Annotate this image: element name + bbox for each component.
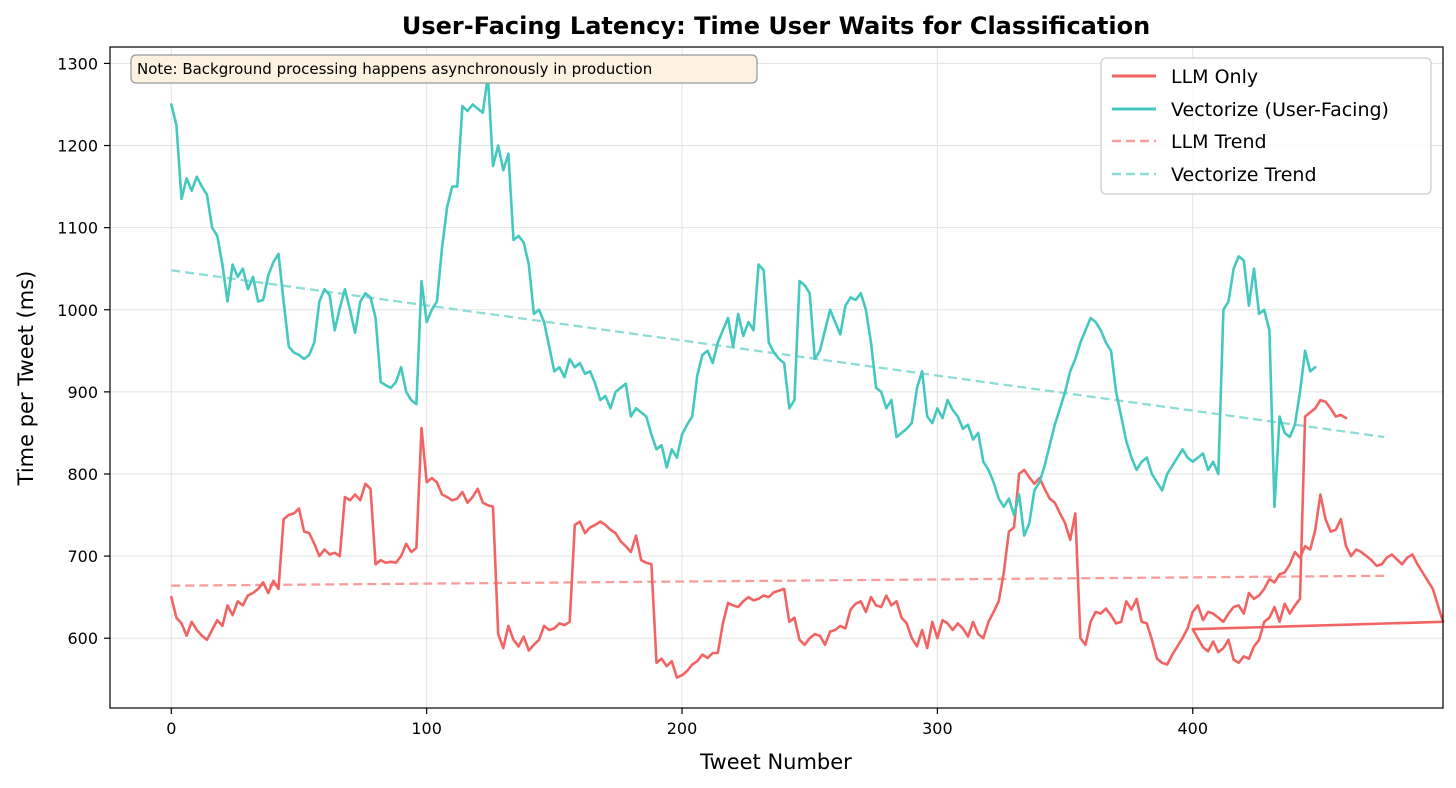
y-tick-label: 1200 [57, 137, 98, 156]
annotation-text: Note: Background processing happens asyn… [137, 60, 652, 78]
x-tick-label: 400 [1177, 719, 1208, 738]
legend-label-llm-only: LLM Only [1171, 66, 1258, 88]
legend: LLM Only Vectorize (User-Facing) LLM Tre… [1100, 57, 1432, 195]
series-line-vectorize-trend [171, 269, 1385, 439]
y-tick-label: 1300 [57, 54, 98, 73]
legend-box [1100, 57, 1432, 195]
y-axis-title: Time per Tweet (ms) [14, 271, 38, 487]
legend-label-llm-trend: LLM Trend [1171, 131, 1267, 153]
plot-frame [109, 46, 1444, 709]
legend-label-vectorize-trend: Vectorize Trend [1171, 164, 1317, 186]
annotation-box: Note: Background processing happens asyn… [130, 54, 758, 84]
y-tick-label: 900 [67, 383, 98, 402]
series-layer [170, 74, 1445, 679]
x-tick-label: 0 [166, 719, 176, 738]
series-line-vectorize-user-facing [170, 74, 1317, 537]
x-axis-title: Tweet Number [699, 750, 852, 774]
series-line-llm-trend [171, 574, 1385, 587]
legend-label-vectorize: Vectorize (User-Facing) [1171, 99, 1389, 121]
chart-title: User-Facing Latency: Time User Waits for… [402, 12, 1150, 40]
x-tick-label: 300 [922, 719, 953, 738]
y-tick-label: 600 [67, 629, 98, 648]
x-tick-label: 200 [667, 719, 698, 738]
y-tick-label: 1100 [57, 219, 98, 238]
y-tick-label: 800 [67, 465, 98, 484]
annotation-background [130, 54, 758, 84]
y-tick-label: 700 [67, 547, 98, 566]
series-line-llm-only [170, 398, 1445, 679]
x-tick-label: 100 [411, 719, 442, 738]
y-tick-label: 1000 [57, 301, 98, 320]
axis-ticks: 0 100 200 300 400 600 700 800 900 1000 1100 1200 130… [57, 54, 1208, 738]
